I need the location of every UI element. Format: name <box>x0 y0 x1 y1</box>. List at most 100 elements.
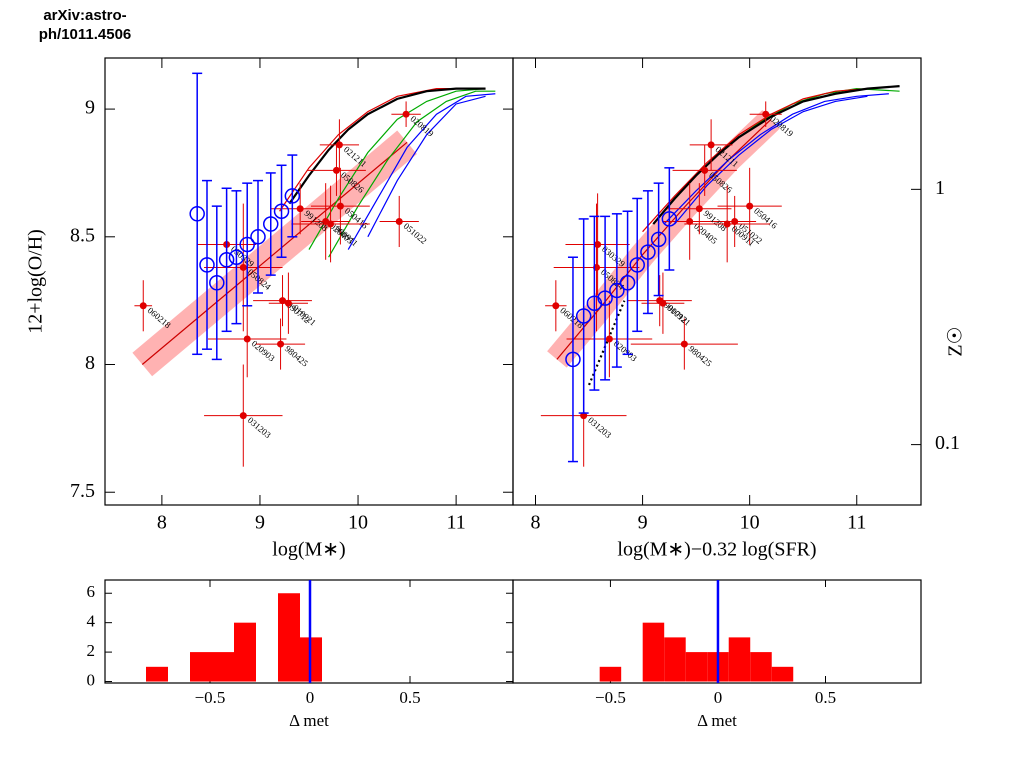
median-point <box>650 231 667 248</box>
galaxy-label: 060218 <box>146 305 173 330</box>
x-tick-label: 11 <box>847 512 866 534</box>
header: arXiv:astro-ph/1011.4506 <box>38 7 132 43</box>
y-tick-label: 9 <box>85 97 95 119</box>
galaxy-point <box>701 166 709 174</box>
median-point <box>218 252 235 268</box>
galaxy-point <box>552 302 560 310</box>
x-tick-label: −0.5 <box>595 688 626 707</box>
galaxy-label: 010921 <box>665 303 692 328</box>
median-point <box>619 275 636 291</box>
galaxy-label: 050416 <box>752 206 779 231</box>
model-curve <box>642 88 868 233</box>
histogram-bar <box>599 666 622 682</box>
plot-frame <box>104 57 514 506</box>
median-point <box>239 236 255 253</box>
x-axis-label: log(M∗)−0.32 log(SFR) <box>617 539 816 561</box>
model-curve <box>674 95 868 225</box>
model-curve <box>652 85 900 225</box>
plot-frame <box>512 57 922 506</box>
median-point <box>189 206 205 222</box>
galaxy-label: 031203 <box>246 415 273 440</box>
median-point <box>597 290 613 306</box>
x-tick-label: 10 <box>740 512 760 534</box>
galaxy-label: 020903 <box>250 338 277 363</box>
galaxy-point <box>723 220 731 228</box>
galaxy-point <box>402 110 410 118</box>
median-point <box>273 203 290 220</box>
median-point <box>263 216 279 232</box>
galaxy-point <box>707 141 715 149</box>
galaxy-point <box>680 340 688 348</box>
galaxy-point <box>139 302 147 310</box>
galaxy-point <box>686 217 694 225</box>
galaxy-point <box>327 220 335 228</box>
x-axis-label: Δ met <box>289 711 329 730</box>
histogram-bar <box>234 622 256 682</box>
galaxy-point <box>746 202 754 210</box>
galaxy-point <box>243 335 251 343</box>
galaxy-label: 980425 <box>283 344 310 369</box>
x-tick-label: −0.5 <box>195 688 226 707</box>
histogram-bar <box>771 666 794 682</box>
histogram-bar <box>642 622 665 682</box>
histogram-bar <box>728 637 751 682</box>
galaxy-label: 980425 <box>687 344 714 369</box>
histogram-bar <box>190 652 212 682</box>
y-tick-label: 4 <box>87 612 96 631</box>
galaxy-label: 030329 <box>600 244 627 269</box>
galaxy-label: 031203 <box>586 415 613 440</box>
model-curve <box>308 88 486 250</box>
model-curve <box>663 93 889 225</box>
galaxy-label: 051022 <box>402 221 429 246</box>
median-point <box>199 257 215 273</box>
galaxy-point <box>336 202 344 210</box>
y-tick-label: 8 <box>85 352 95 374</box>
galaxy-point <box>279 297 287 305</box>
fit-line <box>556 118 772 360</box>
galaxy-point <box>395 217 403 225</box>
median-point <box>629 257 645 273</box>
y-tick-label: 0 <box>87 670 96 689</box>
median-point <box>209 275 225 291</box>
galaxy-point <box>695 205 703 213</box>
y-axis-label: 12+log(O/H) <box>25 229 47 334</box>
galaxy-point <box>239 412 247 420</box>
x-tick-label: 11 <box>446 512 465 534</box>
y2-tick-label: 1 <box>935 177 945 199</box>
median-point <box>661 211 678 227</box>
histogram-bar <box>146 666 168 682</box>
galaxy-point <box>605 335 613 343</box>
x-tick-label: 0 <box>714 688 723 707</box>
x-tick-label: 10 <box>348 512 368 534</box>
galaxy-point <box>277 340 285 348</box>
y2-axis-label: Z☉ <box>945 326 967 356</box>
x-tick-label: 9 <box>255 512 265 534</box>
median-point <box>284 188 301 204</box>
x-tick-label: 0 <box>306 688 315 707</box>
x-axis-label: Δ met <box>697 711 737 730</box>
x-tick-label: 8 <box>157 512 167 534</box>
galaxy-point <box>594 240 602 248</box>
galaxy-point <box>284 299 292 307</box>
model-curve <box>367 95 486 238</box>
model-curve <box>279 88 476 212</box>
median-point <box>228 249 245 265</box>
y-tick-label: 7.5 <box>70 480 95 502</box>
galaxy-point <box>659 299 667 307</box>
histogram-bar <box>278 593 300 682</box>
galaxy-point <box>296 205 304 213</box>
galaxy-label: 020903 <box>612 338 639 363</box>
histogram-bar <box>750 652 772 682</box>
y-tick-label: 8.5 <box>70 224 95 246</box>
histogram-bar <box>212 652 234 682</box>
fit-line <box>141 141 408 365</box>
y-tick-label: 6 <box>87 582 96 601</box>
x-axis-label: log(M∗) <box>272 539 345 561</box>
galaxy-point <box>731 217 739 225</box>
galaxy-point <box>762 110 770 118</box>
galaxy-point <box>332 166 340 174</box>
x-tick-label: 0.5 <box>815 688 836 707</box>
galaxy-point <box>580 412 588 420</box>
